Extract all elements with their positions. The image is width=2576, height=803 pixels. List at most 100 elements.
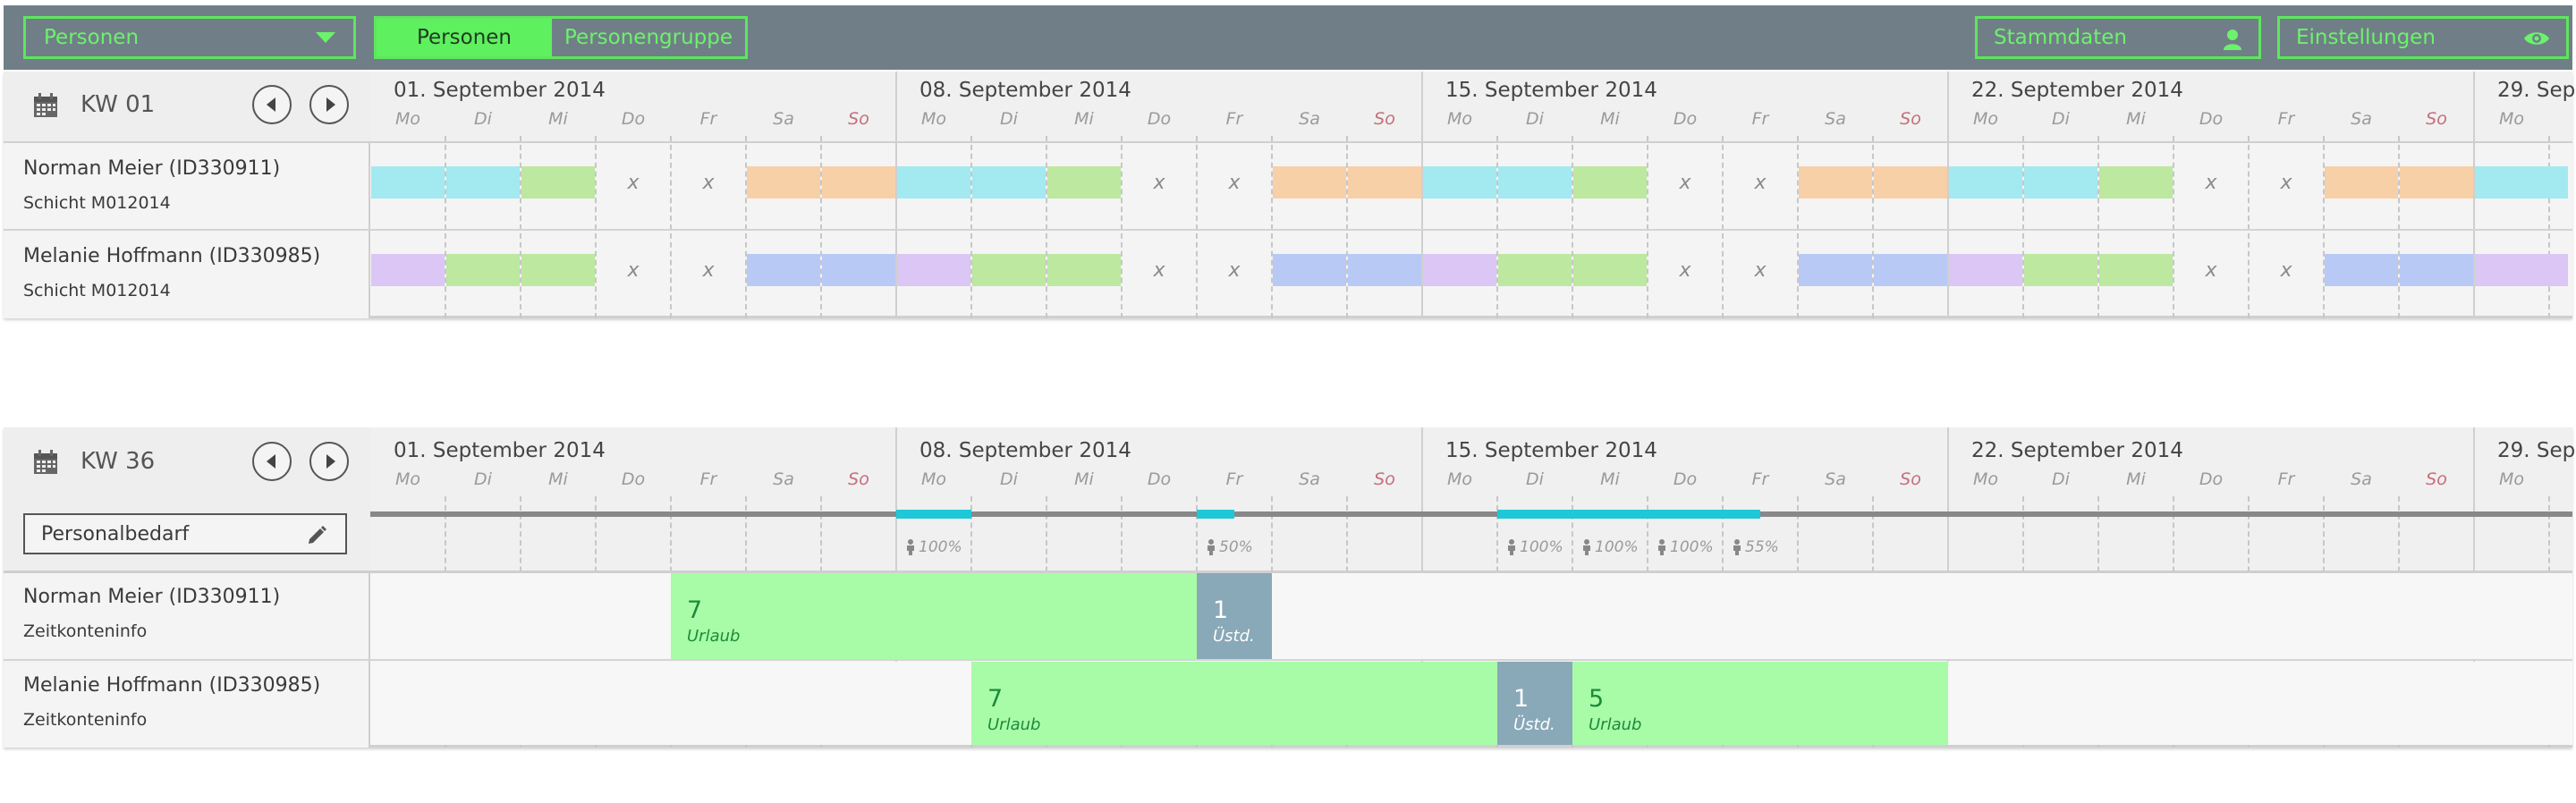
day-label: So	[848, 109, 869, 129]
shift-cell[interactable]	[822, 254, 895, 286]
shift-cell[interactable]	[1047, 166, 1121, 199]
leave-block[interactable]: 5 Urlaub	[1572, 662, 1948, 745]
chevron-down-icon	[316, 32, 335, 43]
staffing-need-label: 100%	[1657, 538, 1714, 556]
shift-cell[interactable]	[2400, 254, 2473, 286]
shift-cell[interactable]	[1348, 166, 1421, 199]
shift-cell[interactable]	[2325, 166, 2398, 199]
block-type: Urlaub	[1589, 715, 1642, 734]
block-type: Urlaub	[687, 627, 741, 646]
staffing-need-label: 55%	[1732, 538, 1779, 556]
shift-cell[interactable]	[2099, 166, 2173, 199]
shift-cell[interactable]	[1423, 254, 1496, 286]
day-gridline	[970, 136, 972, 318]
toggle-personengruppe[interactable]: Personengruppe	[564, 26, 733, 49]
shift-cell[interactable]	[822, 166, 895, 199]
shift-cell[interactable]	[1047, 254, 1121, 286]
shift-cell[interactable]	[521, 166, 595, 199]
shift-cell[interactable]	[972, 166, 1046, 199]
overtime-block[interactable]: 1 Üstd.	[1197, 573, 1272, 659]
calendar-icon	[32, 449, 59, 479]
day-label: Do	[1147, 469, 1172, 489]
day-gridline	[1722, 136, 1724, 318]
shift-cell[interactable]	[972, 254, 1046, 286]
day-label: Mo	[2498, 469, 2525, 489]
staffing-need-bar	[896, 510, 971, 519]
shift-cell[interactable]	[371, 166, 445, 199]
block-count: 1	[1513, 685, 1530, 713]
stammdaten-button[interactable]: Stammdaten	[1975, 16, 2261, 59]
day-gridline	[2173, 136, 2174, 318]
shift-cell[interactable]	[371, 254, 445, 286]
shift-cell[interactable]	[2099, 254, 2173, 286]
day-label: Fr	[699, 109, 717, 129]
day-label: Di	[2052, 109, 2070, 129]
shift-cell[interactable]	[1799, 254, 1872, 286]
staffing-need-value: 100%	[1520, 538, 1563, 556]
next-week-button[interactable]	[309, 85, 349, 124]
shift-cell[interactable]	[1498, 254, 1572, 286]
shift-cell[interactable]	[446, 254, 520, 286]
shift-cell[interactable]	[1874, 166, 1947, 199]
shift-cell[interactable]	[2024, 254, 2097, 286]
day-gridline	[2248, 136, 2250, 318]
day-gridline	[2022, 136, 2024, 318]
day-label: Mo	[1446, 109, 1473, 129]
shift-cell[interactable]	[2475, 254, 2568, 286]
persons-dropdown[interactable]: Personen	[23, 16, 356, 59]
shift-cell[interactable]	[747, 254, 820, 286]
block-type: Urlaub	[987, 715, 1041, 734]
toggle-personen[interactable]: Personen	[377, 19, 552, 56]
shift-cell[interactable]	[747, 166, 820, 199]
block-type: Üstd.	[1513, 715, 1555, 734]
leave-block[interactable]: 7 Urlaub	[971, 662, 1497, 745]
shift-cell[interactable]	[521, 254, 595, 286]
shift-cell[interactable]	[2400, 166, 2473, 199]
shift-cell[interactable]	[2024, 166, 2097, 199]
day-label: So	[848, 469, 869, 489]
prev-week-button[interactable]	[252, 85, 292, 124]
prev-week-button[interactable]	[252, 442, 292, 481]
day-gridline	[2097, 136, 2099, 318]
day-gridline	[670, 136, 672, 318]
day-off-mark: x	[1754, 259, 1767, 282]
shift-cell[interactable]	[446, 166, 520, 199]
day-label: Fr	[699, 469, 717, 489]
shift-cell[interactable]	[1423, 166, 1496, 199]
day-label: So	[2426, 469, 2447, 489]
shift-cell[interactable]	[1949, 254, 2022, 286]
staffing-need-label: 100%	[1581, 538, 1639, 556]
shift-cell[interactable]	[897, 254, 970, 286]
shift-cell[interactable]	[897, 166, 970, 199]
shift-cell[interactable]	[1273, 254, 1346, 286]
shift-cell[interactable]	[2325, 254, 2398, 286]
day-label: Mo	[2498, 109, 2525, 129]
person-shift: Schicht M012014	[23, 193, 171, 213]
shift-cell[interactable]	[1949, 166, 2022, 199]
day-off-mark: x	[1679, 172, 1691, 194]
day-label: Fr	[2277, 109, 2295, 129]
staffing-need-bar	[1572, 510, 1648, 519]
leave-block[interactable]: 7 Urlaub	[671, 573, 1197, 659]
shift-cell[interactable]	[1799, 166, 1872, 199]
shift-cell[interactable]	[1498, 166, 1572, 199]
day-label: Di	[1526, 109, 1544, 129]
next-week-button[interactable]	[309, 442, 349, 481]
overtime-block[interactable]: 1 Üstd.	[1497, 662, 1572, 745]
shift-cell[interactable]	[1874, 254, 1947, 286]
einstellungen-button[interactable]: Einstellungen	[2277, 16, 2569, 59]
panel-header-left: KW 01	[4, 72, 370, 141]
pencil-icon[interactable]	[306, 525, 327, 552]
shift-cell[interactable]	[1573, 254, 1647, 286]
person-timeaccount: Zeitkonteninfo	[23, 621, 148, 641]
shift-cell[interactable]	[2475, 166, 2568, 199]
day-gridline	[1271, 136, 1273, 318]
shift-cell[interactable]	[1573, 166, 1647, 199]
day-gridline	[1196, 136, 1198, 318]
shift-cell[interactable]	[1348, 254, 1421, 286]
shift-cell[interactable]	[1273, 166, 1346, 199]
personalbedarf-field[interactable]: Personalbedarf	[23, 513, 347, 554]
day-gridline	[2398, 136, 2400, 318]
eye-icon	[2523, 29, 2550, 54]
day-label: Sa	[1299, 469, 1320, 489]
